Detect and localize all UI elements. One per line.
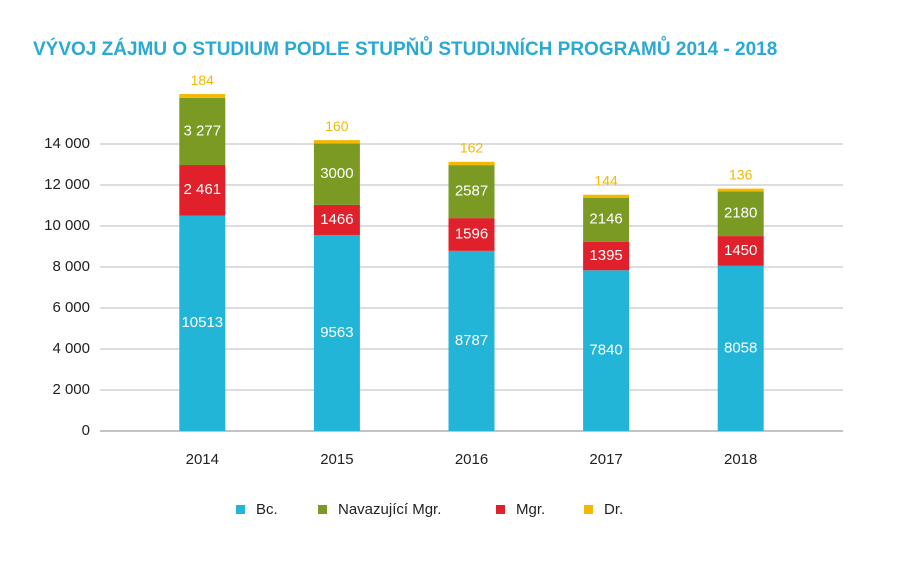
bar-segment — [583, 194, 630, 198]
y-tick-label: 0 — [82, 422, 90, 439]
legend-label: Mgr. — [516, 501, 545, 518]
x-tick-label: 2018 — [724, 451, 757, 468]
legend-label: Dr. — [604, 501, 623, 518]
bar-segment — [448, 218, 495, 251]
y-tick-label: 4 000 — [52, 340, 90, 357]
data-label: 3000 — [320, 165, 353, 182]
data-label: 2180 — [724, 205, 757, 222]
bar-segment — [179, 97, 226, 166]
y-tick-label: 12 000 — [44, 176, 90, 193]
data-label: 1395 — [589, 247, 622, 264]
data-label: 2146 — [589, 211, 622, 228]
bar-segment — [717, 191, 764, 237]
bar-segment — [179, 215, 226, 431]
bar-segment — [583, 241, 630, 271]
data-label: 9563 — [320, 324, 353, 341]
chart-title: VÝVOJ ZÁJMU O STUDIUM PODLE STUPŇŮ STUDI… — [33, 37, 777, 60]
data-label: 8787 — [455, 332, 488, 349]
legend-marker — [318, 505, 327, 514]
data-label: 3 277 — [184, 122, 222, 139]
bar-segment — [717, 188, 764, 192]
data-label: 162 — [460, 139, 484, 155]
data-label: 160 — [325, 118, 349, 134]
bar-segment — [179, 165, 226, 216]
legend-marker — [496, 505, 505, 514]
x-tick-label: 2015 — [320, 451, 353, 468]
x-tick-label: 2014 — [186, 451, 219, 468]
bar-segment — [448, 165, 495, 219]
bar-segment — [313, 204, 360, 235]
y-tick-label: 10 000 — [44, 217, 90, 234]
bar-segment — [179, 94, 226, 98]
bar-segment — [313, 234, 360, 431]
data-label: 1596 — [455, 225, 488, 242]
data-label: 10513 — [181, 314, 223, 331]
data-label: 136 — [729, 166, 753, 182]
legend-marker — [584, 505, 593, 514]
data-label: 144 — [594, 172, 618, 188]
y-tick-label: 2 000 — [52, 381, 90, 398]
y-tick-label: 6 000 — [52, 299, 90, 316]
bar-segment — [583, 197, 630, 242]
bar-segment — [717, 265, 764, 431]
data-label: 2 461 — [184, 181, 222, 198]
bar-segment — [583, 270, 630, 431]
legend-label: Bc. — [256, 501, 278, 518]
data-label: 184 — [191, 72, 215, 88]
data-label: 2587 — [455, 183, 488, 200]
bar-segment — [717, 236, 764, 266]
bar-segment — [313, 140, 360, 144]
y-tick-label: 8 000 — [52, 258, 90, 275]
data-label: 7840 — [589, 342, 622, 359]
bar-segment — [313, 143, 360, 205]
x-tick-label: 2016 — [455, 451, 488, 468]
legend-marker — [236, 505, 245, 514]
legend-label: Navazující Mgr. — [338, 501, 441, 518]
data-label: 1466 — [320, 211, 353, 228]
data-label: 1450 — [724, 242, 757, 259]
data-label: 8058 — [724, 339, 757, 356]
bar-segment — [448, 250, 495, 431]
x-tick-label: 2017 — [589, 451, 622, 468]
bar-segment — [448, 161, 495, 166]
y-tick-label: 14 000 — [44, 135, 90, 152]
